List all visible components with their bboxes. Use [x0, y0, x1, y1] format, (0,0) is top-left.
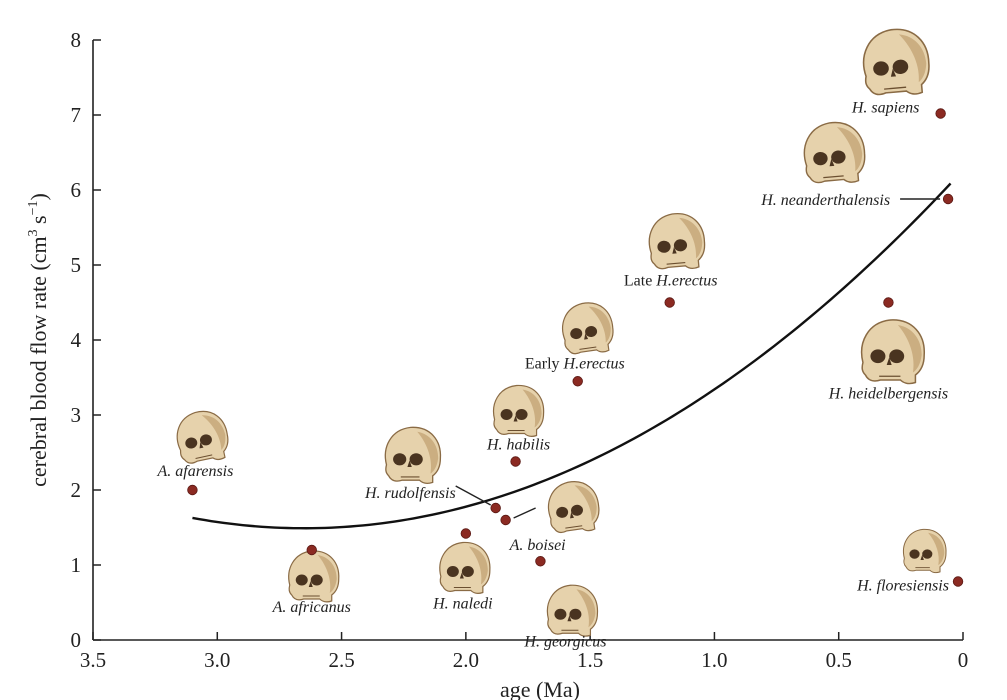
y-ticks: 0 1 2 3 4 5 6 7 8: [71, 28, 101, 652]
x-tick-label: 0: [958, 648, 969, 672]
skull-icon: [803, 121, 866, 184]
point-label: H. heidelbergensis: [828, 386, 948, 403]
y-tick-label: 7: [71, 103, 82, 127]
skull-icon: [439, 541, 491, 594]
skull-icon: [546, 584, 599, 637]
x-tick-label: 0.5: [826, 648, 852, 672]
y-tick-label: 3: [71, 403, 82, 427]
data-point: [942, 193, 954, 205]
y-tick-label: 2: [71, 478, 82, 502]
skull-icon: [288, 550, 340, 603]
point-label: A. afarensis: [156, 463, 233, 480]
point-label: Early H.erectus: [525, 355, 625, 372]
data-points: [187, 108, 964, 587]
y-tick-label: 1: [71, 553, 82, 577]
data-point: [535, 556, 546, 567]
point-label: H. sapiens: [851, 100, 920, 117]
data-point: [187, 484, 198, 496]
data-point: [935, 108, 946, 119]
x-tick-label: 3.5: [80, 648, 106, 672]
point-label: Late H.erectus: [624, 273, 718, 290]
y-tick-label: 8: [71, 28, 82, 52]
data-point: [500, 514, 511, 526]
skull-icon: [903, 528, 947, 574]
x-tick-label: 1.5: [577, 648, 603, 672]
point-label: H. neanderthalensis: [760, 192, 890, 209]
skull-icon: [384, 426, 442, 484]
leader-lines: [455, 198, 941, 519]
point-label: H. habilis: [486, 437, 550, 454]
data-point: [510, 456, 521, 467]
data-point: [664, 297, 675, 308]
data-point: [952, 576, 964, 587]
x-tick-label: 2.0: [453, 648, 479, 672]
y-axis-title: cerebral blood flow rate (cm3 s−1): [26, 193, 51, 487]
fit-curve: [192, 182, 952, 530]
y-tick-label: 4: [71, 328, 82, 352]
data-point: [883, 297, 894, 308]
y-tick-label: 0: [71, 628, 82, 652]
data-point: [460, 528, 472, 539]
skull-illustrations: [176, 28, 947, 637]
point-label: A. boisei: [509, 537, 566, 554]
y-tick-label: 6: [71, 178, 82, 202]
skull-icon: [547, 481, 600, 533]
point-label: H. naledi: [432, 596, 493, 613]
point-label: A. africanus: [272, 599, 351, 616]
point-label: H. floresiensis: [856, 578, 949, 595]
data-point: [490, 502, 501, 514]
point-labels: A. afarensis A. africanus H. rudolfensis A.…: [156, 100, 948, 651]
x-tick-label: 2.5: [328, 648, 354, 672]
leader-line: [455, 485, 492, 506]
data-point: [306, 544, 317, 556]
x-ticks: 3.5 3.0 2.5 2.0 1.5 1.0 0.5 0: [80, 632, 968, 672]
data-point: [572, 376, 583, 387]
leader-line: [513, 507, 536, 519]
skull-icon: [176, 410, 229, 464]
x-tick-label: 1.0: [701, 648, 727, 672]
x-axis-title: age (Ma): [500, 677, 580, 700]
skull-icon: [648, 213, 706, 270]
skull-icon: [562, 302, 614, 355]
skull-icon: [862, 28, 930, 96]
point-label: H. rudolfensis: [364, 485, 456, 502]
point-label: H. georgicus: [523, 633, 606, 650]
skull-icon: [493, 384, 545, 437]
x-tick-label: 3.0: [204, 648, 230, 672]
skull-icon: [861, 319, 925, 385]
y-tick-label: 5: [71, 253, 82, 277]
